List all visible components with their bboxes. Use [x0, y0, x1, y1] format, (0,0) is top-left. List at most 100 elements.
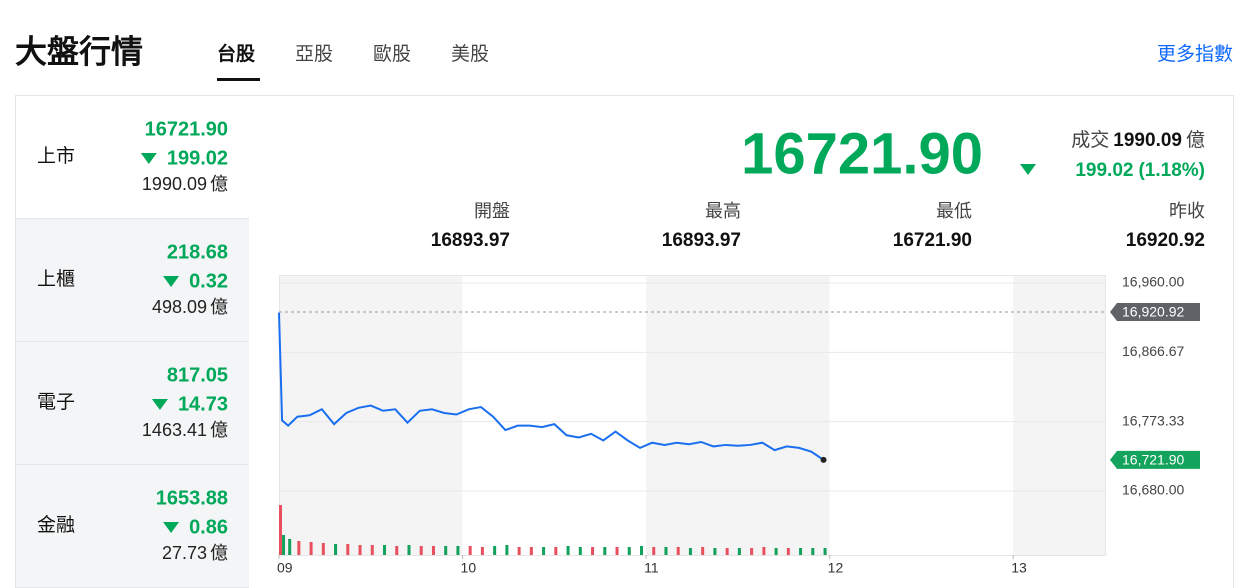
- volume-label: 成交: [1071, 129, 1109, 151]
- x-tick-label: 13: [1011, 560, 1027, 576]
- volume-bar: [468, 546, 472, 555]
- volume: 1990.09: [1113, 130, 1182, 151]
- volume-bar: [419, 546, 423, 555]
- volume-bar: [288, 539, 292, 555]
- stat-value: 16721.90: [893, 230, 972, 251]
- volume-bar: [407, 545, 411, 555]
- volume-bar: [799, 548, 803, 555]
- index-volume: 1463.41 億: [142, 420, 228, 440]
- index-value: 218.68: [167, 241, 228, 263]
- volume-bar: [370, 545, 374, 555]
- index-name: 上市: [37, 145, 75, 167]
- card: [15, 95, 1234, 588]
- volume: 1463.41: [142, 420, 207, 440]
- y-tick-label: 16,960.00: [1122, 274, 1184, 290]
- index-volume: 1990.09 億: [142, 174, 228, 194]
- volume-bar: [639, 546, 643, 555]
- unit: 億: [210, 297, 228, 317]
- down-arrow: [163, 276, 180, 287]
- volume-bar: [309, 542, 313, 555]
- volume-bar: [603, 547, 607, 555]
- volume-bar: [823, 548, 827, 555]
- down-arrow: [151, 399, 168, 410]
- volume-bar: [554, 547, 558, 555]
- volume-bar: [578, 547, 582, 555]
- volume-bar: [591, 547, 595, 555]
- unit: 億: [210, 543, 228, 563]
- index-name: 上櫃: [37, 268, 75, 290]
- volume: 1990.09: [142, 174, 207, 194]
- title: 大盤行情: [15, 33, 143, 69]
- stat-label: 昨收: [1169, 201, 1205, 221]
- volume-bar: [725, 548, 729, 555]
- index-row: [16, 96, 249, 218]
- session-band: [462, 275, 647, 555]
- index-change: 0.86: [189, 516, 228, 538]
- volume-bar: [688, 548, 692, 555]
- y-tick-label: 16,773.33: [1122, 412, 1184, 428]
- price: 16721.90: [741, 121, 983, 186]
- volume-bar: [542, 547, 546, 555]
- volume-bar: [358, 545, 362, 555]
- index-name: 電子: [37, 392, 75, 413]
- percent: (1.18%): [1138, 160, 1205, 181]
- index-row: [16, 219, 249, 341]
- index-value: 1653.88: [156, 487, 228, 509]
- volume-bar: [395, 546, 399, 555]
- volume-bar: [615, 547, 619, 555]
- volume-bar: [786, 548, 790, 555]
- index-change: 0.32: [189, 270, 228, 292]
- unit: 億: [210, 174, 228, 194]
- tab[interactable]: 美股: [451, 43, 489, 65]
- volume: 27.73: [162, 543, 207, 563]
- last-box: [1110, 450, 1200, 469]
- volume: 498.09: [152, 297, 207, 317]
- unit: 億: [210, 420, 228, 440]
- volume-bar: [652, 547, 656, 555]
- volume-bar: [480, 547, 484, 555]
- volume-bar: [566, 546, 570, 555]
- down-arrow: [140, 153, 157, 164]
- index-change: 14.73: [178, 393, 228, 415]
- volume-bar: [750, 548, 754, 555]
- plot-frame: [279, 275, 1106, 556]
- y-tick-label: 16,866.67: [1122, 343, 1184, 359]
- index-volume: 27.73 億: [162, 543, 228, 563]
- volume-bar: [431, 546, 435, 555]
- volume-bar: [297, 541, 301, 555]
- index-row: [16, 465, 249, 587]
- x-tick-label: 10: [461, 560, 477, 576]
- more-link[interactable]: 更多指數: [1157, 43, 1233, 65]
- x-tick-label: 09: [277, 560, 293, 576]
- last-point: [820, 456, 827, 463]
- volume-bar: [505, 545, 509, 555]
- down-arrow: [163, 522, 180, 533]
- volume-bar: [493, 546, 497, 555]
- volume-bar: [627, 547, 631, 555]
- change-line: 199.02 (1.18%): [1075, 160, 1205, 181]
- stat-label: 最低: [936, 201, 972, 221]
- volume-bar: [676, 547, 680, 555]
- session-band: [1013, 275, 1105, 555]
- volume-bar: [456, 546, 460, 555]
- volume-bar: [664, 547, 668, 555]
- change: 199.02: [1075, 160, 1133, 181]
- tab[interactable]: 台股: [217, 42, 255, 65]
- volume-bar: [383, 545, 387, 555]
- index-change: 199.02: [167, 147, 228, 169]
- session-band: [829, 275, 1014, 555]
- tab[interactable]: 亞股: [295, 44, 333, 65]
- stat-value: 16893.97: [431, 230, 510, 251]
- session-band: [646, 275, 830, 555]
- reference-box: [1110, 303, 1200, 322]
- index-value: 817.05: [167, 364, 228, 386]
- volume-bar: [346, 544, 350, 555]
- volume-bar: [279, 505, 282, 555]
- volume-bar: [713, 548, 717, 555]
- tab[interactable]: 歐股: [373, 43, 411, 65]
- volume-bar: [444, 546, 448, 555]
- volume-bar: [811, 548, 815, 555]
- x-tick-label: 11: [644, 560, 659, 576]
- stat-value: 16893.97: [662, 230, 741, 251]
